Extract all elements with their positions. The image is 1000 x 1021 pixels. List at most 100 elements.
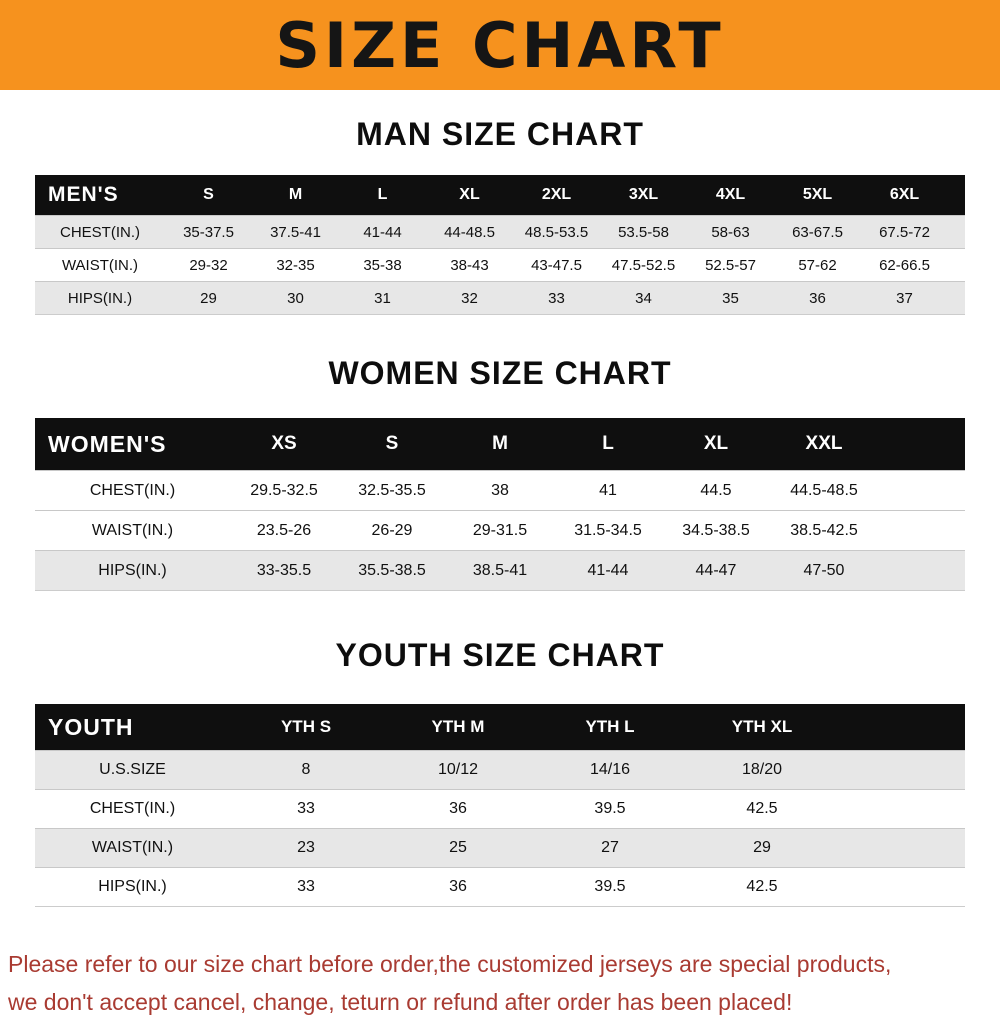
row-label: HIPS(IN.) — [98, 878, 167, 895]
women-section-heading: WOMEN SIZE CHART — [328, 355, 672, 391]
size-cell: 10/12 — [437, 761, 479, 778]
size-cell: 31.5-34.5 — [574, 521, 642, 539]
size-cell: 41 — [599, 481, 617, 499]
womens-size-table: WOMEN'S XS S M L XL XXL CHEST(IN.) 29.5-… — [35, 418, 965, 591]
column-header: 3XL — [628, 186, 659, 203]
size-cell: 29-31.5 — [472, 521, 528, 539]
table-row: HIPS(IN.) 33 36 39.5 42.5 — [35, 867, 965, 906]
size-cell: 38.5-42.5 — [790, 521, 858, 539]
size-cell: 57-62 — [798, 256, 837, 274]
size-cell: 29.5-32.5 — [250, 481, 318, 499]
size-cell: 36 — [449, 878, 467, 895]
size-cell: 29 — [753, 839, 771, 856]
size-cell: 47-50 — [803, 561, 845, 579]
row-label: CHEST(IN.) — [89, 481, 176, 499]
size-cell: 18/20 — [741, 761, 783, 778]
table-row: HIPS(IN.) 33-35.5 35.5-38.5 38.5-41 41-4… — [35, 550, 965, 590]
table-row: CHEST(IN.) 35-37.5 37.5-41 41-44 44-48.5… — [35, 215, 965, 248]
size-cell: 48.5-53.5 — [524, 223, 589, 241]
size-cell: 26-29 — [371, 521, 413, 539]
column-header: S — [385, 433, 399, 454]
youth-table-title-cell: YOUTH — [48, 713, 134, 740]
size-cell: 37 — [896, 289, 913, 307]
row-label: WAIST(IN.) — [91, 521, 174, 539]
size-cell: 47.5-52.5 — [611, 256, 676, 274]
column-header: 6XL — [889, 186, 920, 203]
column-header: M — [288, 186, 303, 203]
size-cell: 58-63 — [711, 223, 750, 241]
row-label: HIPS(IN.) — [98, 561, 167, 579]
column-header: L — [377, 186, 388, 203]
size-cell: 30 — [287, 289, 304, 307]
size-cell: 43-47.5 — [531, 256, 582, 274]
youth-table-header-row: YOUTH YTH S YTH M YTH L YTH XL — [35, 704, 965, 750]
size-cell: 53.5-58 — [618, 223, 669, 241]
size-cell: 29-32 — [189, 256, 228, 274]
size-cell: 36 — [809, 289, 826, 307]
size-cell: 25 — [449, 839, 467, 856]
womens-table-header-row: WOMEN'S XS S M L XL XXL — [35, 418, 965, 470]
size-cell: 37.5-41 — [270, 223, 321, 241]
order-policy-line-2: we don't accept cancel, change, teturn o… — [8, 989, 793, 1015]
size-cell: 33 — [297, 800, 315, 817]
size-cell: 38 — [491, 481, 509, 499]
size-cell: 23.5-26 — [256, 521, 312, 539]
size-cell: 67.5-72 — [879, 223, 930, 241]
table-row: U.S.SIZE 8 10/12 14/16 18/20 — [35, 750, 965, 789]
table-row: CHEST(IN.) 33 36 39.5 42.5 — [35, 789, 965, 828]
row-label: WAIST(IN.) — [61, 256, 139, 274]
size-cell: 39.5 — [594, 878, 626, 895]
size-cell: 14/16 — [589, 761, 631, 778]
column-header: YTH XL — [731, 717, 793, 736]
column-header: M — [492, 433, 508, 454]
row-label: U.S.SIZE — [99, 761, 166, 778]
size-cell: 41-44 — [587, 561, 629, 579]
table-row: HIPS(IN.) 29 30 31 32 33 34 35 36 37 — [35, 281, 965, 314]
row-label: WAIST(IN.) — [91, 839, 174, 856]
column-header: YTH S — [280, 717, 332, 736]
column-header: XXL — [805, 433, 843, 454]
size-cell: 42.5 — [746, 878, 778, 895]
size-cell: 44-48.5 — [444, 223, 495, 241]
mens-size-table: MEN'S S M L XL 2XL 3XL 4XL 5XL 6XL CHEST… — [35, 175, 965, 315]
table-row: WAIST(IN.) 29-32 32-35 35-38 38-43 43-47… — [35, 248, 965, 281]
row-label: HIPS(IN.) — [67, 289, 133, 307]
size-cell: 42.5 — [746, 800, 778, 817]
size-cell: 8 — [301, 761, 311, 778]
size-cell: 35 — [722, 289, 739, 307]
size-cell: 27 — [601, 839, 619, 856]
women-size-chart-section: WOMEN SIZE CHART WOMEN'S XS S M L XL XXL… — [0, 355, 1000, 591]
column-header: L — [602, 433, 614, 454]
youth-section-heading: YOUTH SIZE CHART — [335, 637, 665, 673]
column-header: 4XL — [715, 186, 746, 203]
youth-size-chart-section: YOUTH SIZE CHART YOUTH YTH S YTH M YTH L… — [0, 637, 1000, 907]
banner-title: SIZE CHART — [275, 8, 725, 82]
size-cell: 33-35.5 — [256, 561, 312, 579]
mens-table-title-cell: MEN'S — [48, 183, 119, 206]
size-cell: 29 — [200, 289, 217, 307]
table-row: WAIST(IN.) 23 25 27 29 — [35, 828, 965, 867]
size-cell: 32 — [461, 289, 478, 307]
size-cell: 38.5-41 — [472, 561, 528, 579]
column-header: YTH L — [585, 717, 635, 736]
column-header: XS — [271, 433, 297, 454]
size-cell: 35-37.5 — [183, 223, 234, 241]
size-cell: 35-38 — [363, 256, 402, 274]
size-cell: 52.5-57 — [705, 256, 756, 274]
size-cell: 34.5-38.5 — [682, 521, 750, 539]
size-cell: 23 — [297, 839, 315, 856]
size-cell: 32.5-35.5 — [358, 481, 426, 499]
column-header: S — [203, 186, 214, 203]
column-header: XL — [459, 186, 480, 203]
size-cell: 63-67.5 — [792, 223, 843, 241]
table-row: CHEST(IN.) 29.5-32.5 32.5-35.5 38 41 44.… — [35, 470, 965, 510]
size-cell: 44.5 — [700, 481, 732, 499]
row-label: CHEST(IN.) — [89, 800, 176, 817]
size-cell: 44-47 — [695, 561, 737, 579]
youth-size-table: YOUTH YTH S YTH M YTH L YTH XL U.S.SIZE … — [35, 704, 965, 907]
row-label: CHEST(IN.) — [60, 223, 140, 241]
size-cell: 44.5-48.5 — [790, 481, 858, 499]
order-policy-note: Please refer to our size chart before or… — [8, 945, 992, 1021]
column-header: XL — [703, 433, 729, 454]
size-cell: 33 — [548, 289, 565, 307]
